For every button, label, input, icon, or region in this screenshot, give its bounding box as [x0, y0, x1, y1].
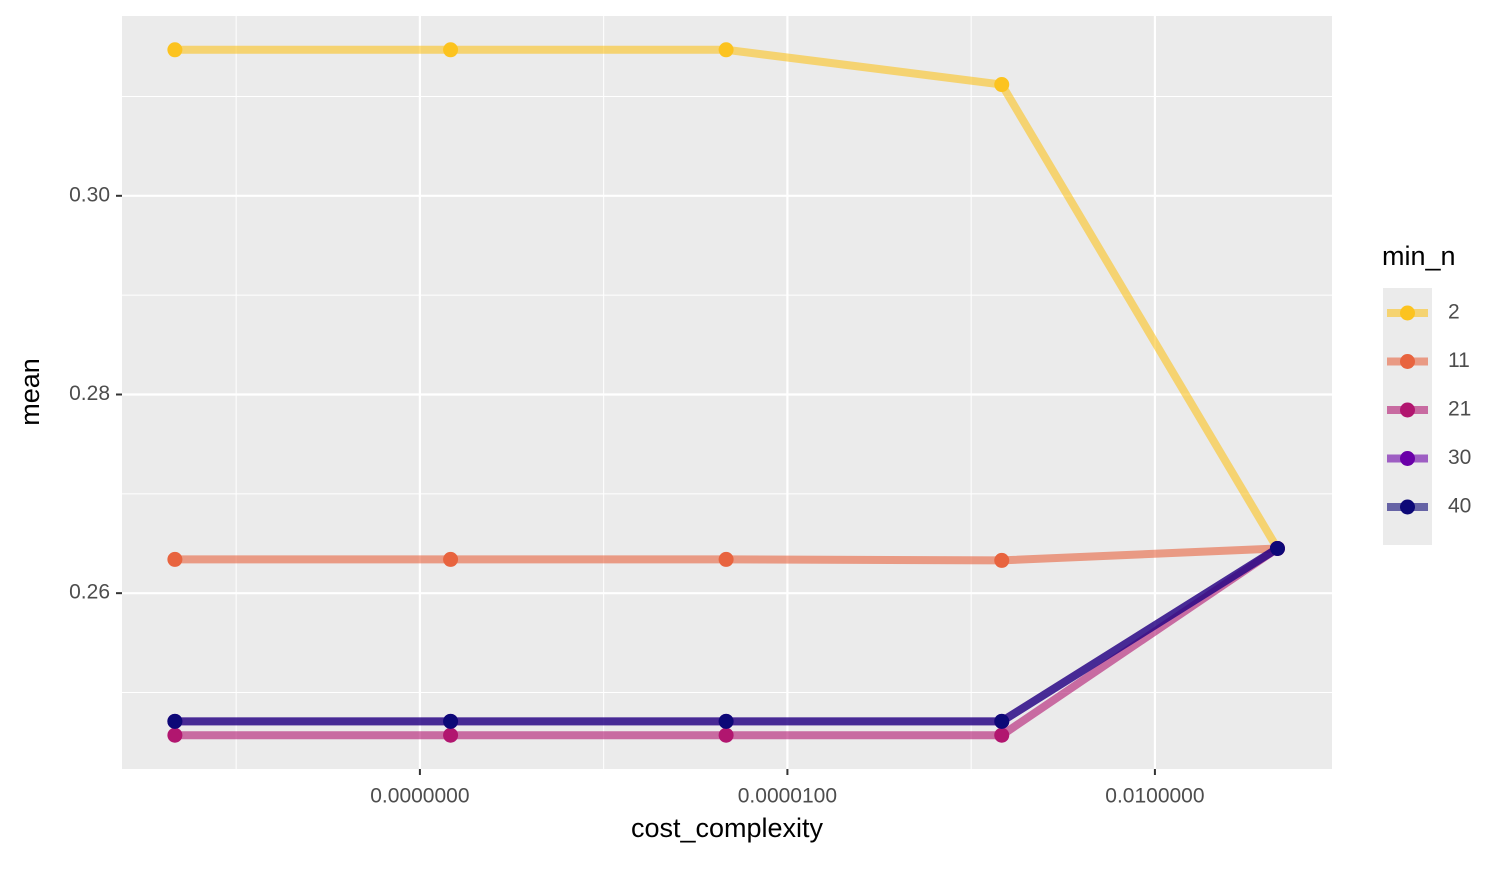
legend-point — [1400, 451, 1415, 466]
legend-label: 30 — [1448, 446, 1471, 469]
point — [718, 551, 734, 567]
point — [443, 551, 459, 567]
legend-label: 11 — [1448, 349, 1470, 372]
legend-label: 40 — [1448, 495, 1471, 518]
x-axis-title: cost_complexity — [631, 813, 824, 843]
point — [718, 727, 734, 743]
y-axis-title: mean — [15, 358, 45, 426]
point — [718, 713, 734, 729]
point — [994, 552, 1010, 568]
point — [994, 713, 1010, 729]
y-tick-label: 0.26 — [69, 581, 110, 604]
legend-point — [1400, 499, 1415, 515]
point — [167, 727, 183, 743]
y-tick-label: 0.28 — [69, 382, 110, 405]
point — [167, 551, 183, 567]
point — [718, 42, 734, 58]
x-tick-label: 0.0000000 — [370, 785, 469, 808]
point — [994, 77, 1010, 93]
legend-label: 2 — [1448, 301, 1460, 324]
legend-point — [1400, 402, 1415, 418]
x-tick-label: 0.0100000 — [1105, 785, 1204, 808]
legend-point — [1400, 305, 1415, 321]
legend-point — [1400, 354, 1415, 369]
panel — [122, 16, 1332, 769]
point — [443, 42, 459, 58]
point — [1269, 540, 1285, 556]
point — [167, 42, 183, 58]
point — [443, 713, 459, 729]
legend-label: 21 — [1448, 398, 1471, 421]
legend-title: min_n — [1382, 241, 1456, 271]
point — [167, 713, 183, 729]
y-tick-label: 0.30 — [69, 183, 110, 206]
point — [443, 727, 459, 743]
point — [994, 727, 1010, 743]
x-tick-label: 0.0000100 — [738, 785, 837, 808]
